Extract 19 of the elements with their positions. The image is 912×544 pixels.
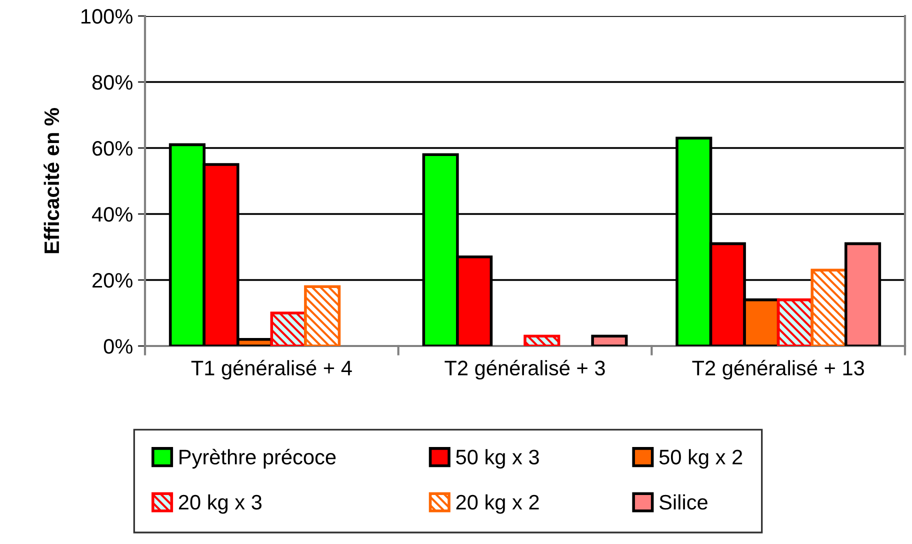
legend-label: 20 kg x 2 (456, 494, 539, 514)
y-tick-label: 40% (92, 207, 132, 222)
bar (524, 334, 560, 346)
legend-label: 50 kg x 2 (659, 449, 742, 469)
legend-label: 20 kg x 3 (178, 494, 262, 514)
y-tick-label: 20% (92, 273, 132, 288)
y-axis-title: Efficacité en % (44, 108, 60, 254)
x-tick-label: T2 généralisé + 13 (692, 360, 864, 380)
x-tick-label: T2 généralisé + 3 (444, 360, 605, 380)
y-tick-label: 80% (92, 75, 132, 90)
bar (304, 285, 341, 346)
bar (591, 334, 628, 346)
legend-label: Pyrèthre précoce (180, 448, 336, 469)
legend-label: Silice (660, 494, 708, 510)
y-tick-label: 100% (82, 9, 132, 24)
legend-label: 50 kg x 3 (456, 449, 539, 469)
y-tick-label: 0% (104, 339, 132, 354)
y-tick-label: 60% (92, 141, 132, 156)
x-tick-label: T1 généralisé + 4 (191, 360, 352, 380)
